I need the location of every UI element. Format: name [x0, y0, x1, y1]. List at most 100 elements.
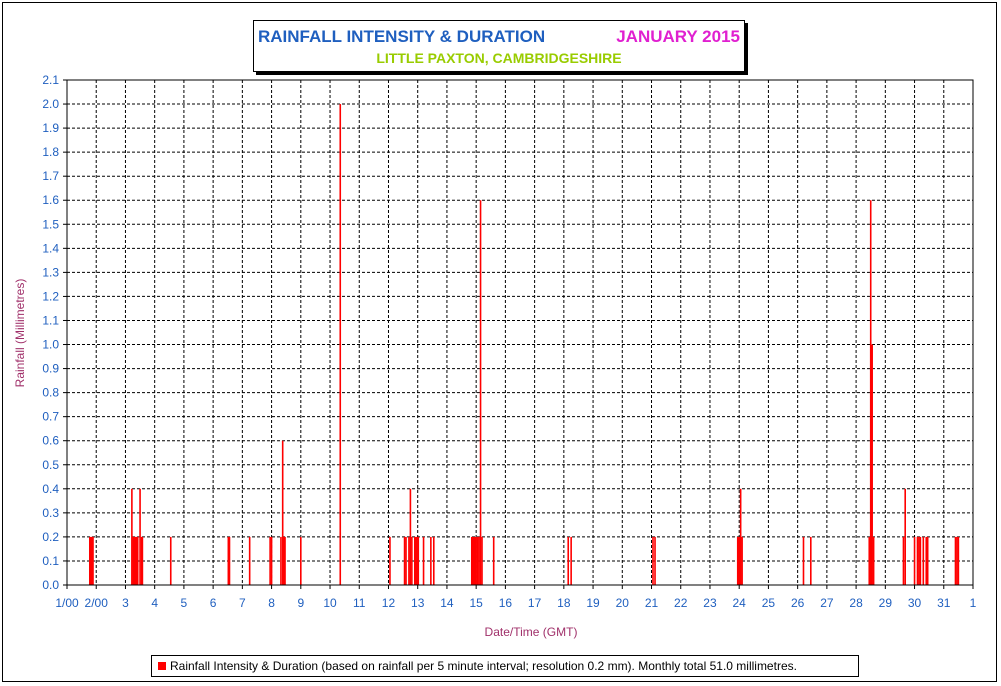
y-tick-label: 1.4: [42, 241, 59, 255]
x-tick-label: 3: [122, 596, 129, 610]
rainfall-bar: [405, 536, 407, 585]
rainfall-bar: [956, 536, 958, 585]
rainfall-bar: [430, 536, 432, 585]
rainfall-bar: [281, 440, 284, 585]
y-tick-label: 1.7: [42, 169, 59, 183]
rainfall-bar: [339, 104, 342, 586]
rainfall-bar: [872, 536, 875, 585]
y-axis-label: Rainfall (Millimetres): [13, 279, 27, 388]
x-tick-label: 27: [820, 596, 834, 610]
rainfall-bars: [88, 104, 960, 586]
rainfall-bar: [134, 536, 136, 585]
x-tick-labels: 1/00 2/00 3 4 5 6 7 8 9 10 11 12 13 14 15 16 17 18 19 20 21 2…: [55, 596, 976, 610]
rainfall-bar: [228, 536, 231, 585]
rainfall-bar: [139, 488, 141, 585]
x-tick-label: 5: [181, 596, 188, 610]
rainfall-bar: [918, 536, 920, 585]
rainfall-bar: [408, 536, 410, 585]
y-tick-label: 1.0: [42, 338, 59, 352]
rainfall-bar: [284, 536, 286, 585]
y-tick-label: 2.0: [42, 97, 59, 111]
rainfall-bar: [736, 536, 739, 585]
rainfall-bar: [802, 536, 805, 585]
rainfall-bar: [141, 536, 144, 585]
rainfall-bar: [403, 536, 406, 585]
rainfall-bar: [492, 536, 495, 585]
rainfall-bar: [478, 536, 480, 585]
rainfall-bar: [90, 536, 93, 585]
rainfall-bar: [916, 536, 919, 585]
rainfall-bar: [417, 536, 420, 585]
y-tick-labels: 0.0 0.1 0.2 0.3 0.4 0.5 0.6 0.7 0.8 0.9 1.0 1.1 1.2 1…: [42, 73, 59, 592]
chart-subtitle: LITTLE PAXTON, CAMBRIDGESHIRE: [376, 50, 622, 66]
y-tick-label: 0.6: [42, 434, 59, 448]
rainfall-bar: [913, 536, 916, 585]
rainfall-bar: [904, 488, 906, 585]
x-tick-label: 17: [528, 596, 542, 610]
legend-swatch: [158, 662, 166, 670]
x-tick-label: 30: [908, 596, 922, 610]
rainfall-bar: [479, 200, 482, 585]
rainfall-bar: [248, 536, 251, 585]
rainfall-bar: [925, 536, 928, 585]
rainfall-bar: [169, 536, 172, 585]
rainfall-bar: [283, 536, 285, 585]
y-tick-label: 2.1: [42, 73, 59, 87]
x-tick-label: 13: [411, 596, 425, 610]
y-tick-label: 0.4: [42, 482, 59, 496]
rainfall-bar: [738, 536, 740, 585]
rainfall-bar: [92, 536, 94, 585]
rainfall-bar: [476, 536, 479, 585]
rainfall-bar: [135, 536, 137, 585]
rainfall-bar: [567, 536, 570, 585]
x-tick-label: 4: [151, 596, 158, 610]
x-tick-label: 19: [586, 596, 600, 610]
grid-lines: [67, 79, 973, 585]
y-tick-label: 0.7: [42, 410, 59, 424]
rainfall-bar: [871, 344, 873, 585]
rainfall-bar: [922, 536, 925, 585]
rainfall-bar: [475, 536, 477, 585]
chart-title-box: RAINFALL INTENSITY & DURATION JANUARY 20…: [253, 20, 745, 72]
rainfall-bar: [269, 536, 271, 585]
x-tick-label: 16: [499, 596, 513, 610]
rainfall-bar: [132, 536, 135, 585]
x-tick-label: 2/00: [85, 596, 109, 610]
x-tick-label: 22: [674, 596, 688, 610]
rainfall-bar: [415, 536, 417, 585]
y-tick-label: 0.2: [42, 530, 59, 544]
rainfall-bar: [422, 536, 425, 585]
rainfall-bar: [654, 536, 656, 585]
x-tick-label: 9: [297, 596, 304, 610]
rainfall-bar: [416, 536, 418, 585]
rainfall-bar: [432, 536, 435, 585]
x-tick-label: 31: [937, 596, 951, 610]
y-tick-label: 1.2: [42, 289, 59, 303]
y-tick-label: 0.3: [42, 506, 59, 520]
rainfall-bar: [868, 536, 871, 585]
chart-title: RAINFALL INTENSITY & DURATION: [258, 27, 546, 46]
y-tick-label: 1.1: [42, 313, 59, 327]
x-tick-label: 1/00: [55, 596, 79, 610]
rainfall-bar: [472, 536, 475, 585]
rainfall-bar: [411, 536, 413, 585]
x-tick-label: 11: [353, 596, 366, 610]
rainfall-bar: [652, 536, 654, 585]
rainfall-bar: [869, 200, 872, 585]
rainfall-bar: [280, 536, 282, 585]
y-tick-label: 1.5: [42, 217, 59, 231]
rainfall-bar: [741, 536, 743, 585]
y-tick-label: 0.8: [42, 386, 59, 400]
x-tick-label: 12: [382, 596, 396, 610]
y-tick-label: 1.9: [42, 121, 59, 135]
rainfall-bar: [136, 536, 139, 585]
legend-entry: Rainfall Intensity & Duration (based on …: [170, 659, 797, 673]
rainfall-bar: [957, 536, 960, 585]
rainfall-bar: [140, 536, 143, 585]
x-tick-label: 14: [440, 596, 454, 610]
rainfall-bar: [131, 488, 133, 585]
y-tick-label: 0.1: [42, 554, 59, 568]
rainfall-bar: [919, 536, 922, 585]
